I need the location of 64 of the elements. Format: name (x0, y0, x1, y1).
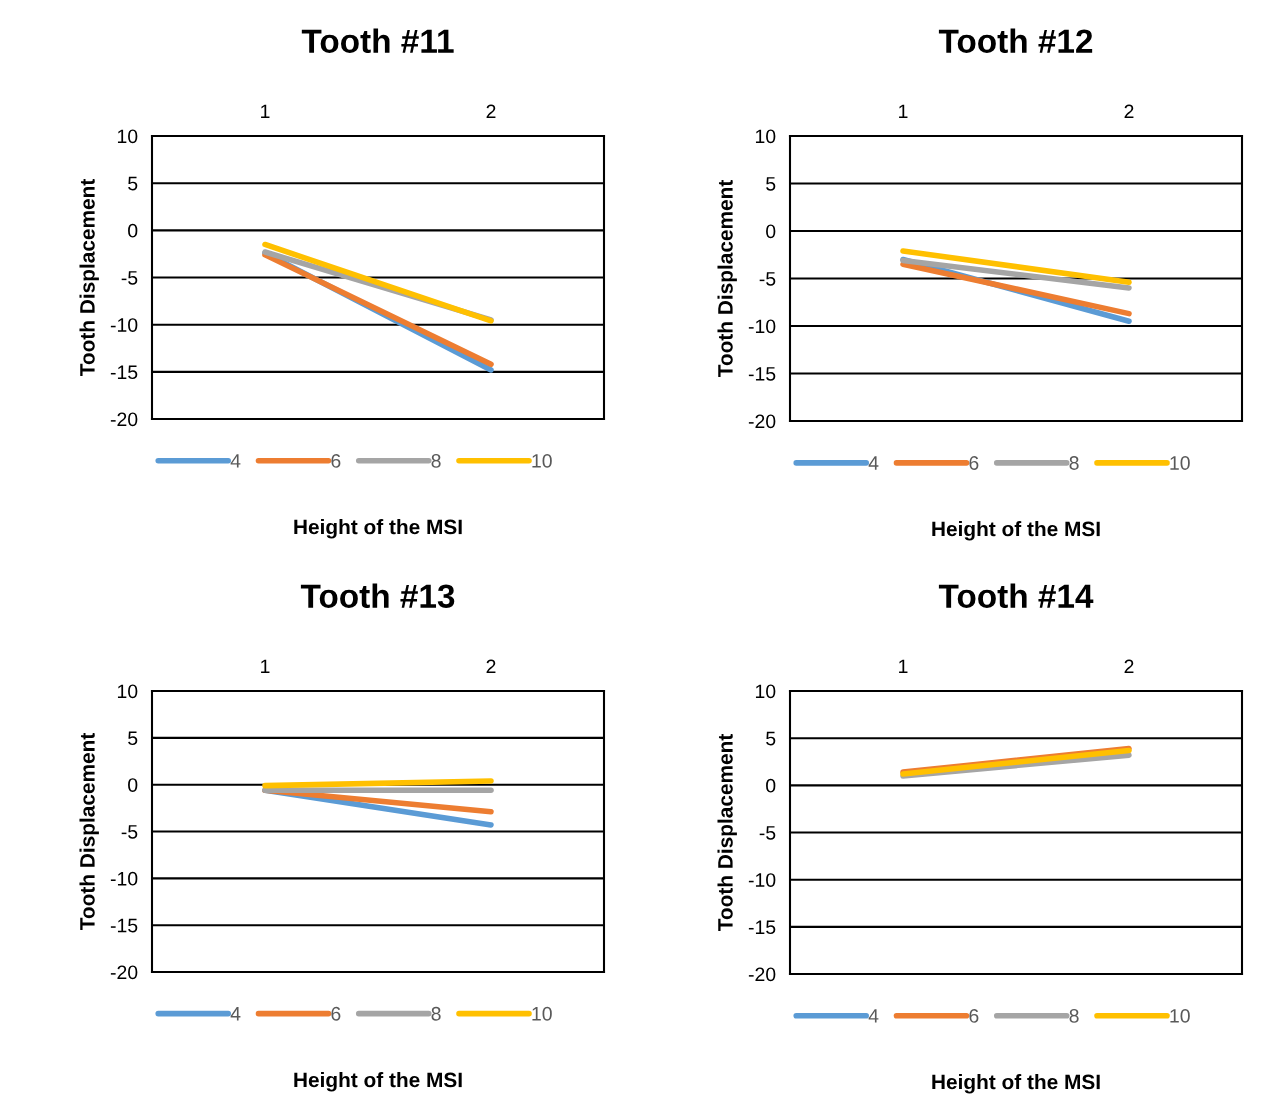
y-tick-label: 10 (755, 684, 776, 699)
legend-label: 8 (1069, 456, 1079, 470)
y-tick-label: -5 (759, 272, 776, 286)
y-axis-title: Tooth Displacement (717, 733, 737, 932)
x-tick-label: 1 (899, 659, 908, 674)
x-axis-title: Height of the MSI (932, 1074, 1100, 1094)
legend-label: 6 (331, 1006, 341, 1021)
legend-label: 4 (868, 456, 879, 470)
y-tick-label: 10 (755, 129, 776, 144)
y-tick-label: 5 (766, 731, 776, 746)
y-tick-label: 5 (766, 177, 776, 191)
chart-title: Tooth #11 (301, 28, 454, 53)
y-axis-title: Tooth Displacement (79, 732, 99, 931)
y-axis-title: Tooth Displacement (79, 178, 99, 377)
legend-label: 8 (431, 453, 441, 468)
legend-label: 4 (230, 454, 241, 468)
y-tick-label: 0 (128, 778, 138, 792)
y-tick-label: -5 (759, 826, 776, 840)
y-axis-title: Tooth Displacement (717, 179, 737, 378)
legend-label: 6 (331, 453, 341, 468)
x-axis-title: Height of the MSI (932, 521, 1100, 541)
y-tick-label: -5 (121, 825, 138, 839)
y-tick-label: 10 (117, 684, 138, 699)
y-tick-label: -20 (110, 412, 138, 427)
chart-title: Tooth #14 (938, 583, 1094, 608)
y-tick-label: 0 (128, 223, 138, 238)
y-tick-label: 5 (128, 731, 138, 746)
x-tick-label: 1 (261, 104, 270, 119)
y-tick-label: -20 (748, 414, 776, 429)
y-tick-label: -10 (748, 873, 776, 887)
y-tick-label: 10 (117, 129, 138, 144)
y-tick-label: -15 (748, 920, 776, 935)
x-axis-title: Height of the MSI (294, 1072, 462, 1092)
legend-label: 8 (1069, 1008, 1079, 1023)
y-tick-label: -10 (748, 319, 776, 334)
x-axis-title: Height of the MSI (294, 519, 462, 539)
y-tick-label: -15 (110, 365, 138, 380)
y-tick-label: 0 (766, 224, 776, 239)
y-tick-label: -10 (110, 318, 138, 332)
y-tick-label: -20 (110, 965, 138, 980)
x-tick-label: 2 (486, 659, 496, 674)
y-tick-label: -15 (110, 918, 138, 933)
legend-label: 10 (532, 453, 552, 468)
legend-label: 10 (1170, 1008, 1190, 1023)
y-tick-label: -20 (748, 967, 776, 982)
y-tick-label: 5 (128, 176, 138, 191)
x-tick-label: 1 (899, 104, 908, 119)
legend-label: 6 (969, 1008, 979, 1023)
chart-title: Tooth #12 (938, 28, 1093, 53)
x-tick-label: 2 (1124, 104, 1134, 119)
legend-label: 10 (532, 1006, 552, 1021)
x-tick-label: 2 (1124, 659, 1134, 674)
legend-label: 4 (230, 1007, 241, 1021)
x-tick-label: 2 (486, 104, 496, 119)
chart-title: Tooth #13 (300, 583, 455, 609)
y-tick-label: -5 (121, 271, 138, 285)
legend-label: 4 (868, 1009, 879, 1023)
legend-label: 8 (431, 1006, 441, 1021)
legend-label: 6 (969, 456, 979, 470)
y-tick-label: -10 (110, 871, 138, 886)
legend-label: 10 (1170, 456, 1190, 470)
y-tick-label: -15 (748, 367, 776, 381)
y-tick-label: 0 (766, 778, 776, 793)
x-tick-label: 1 (261, 659, 270, 674)
